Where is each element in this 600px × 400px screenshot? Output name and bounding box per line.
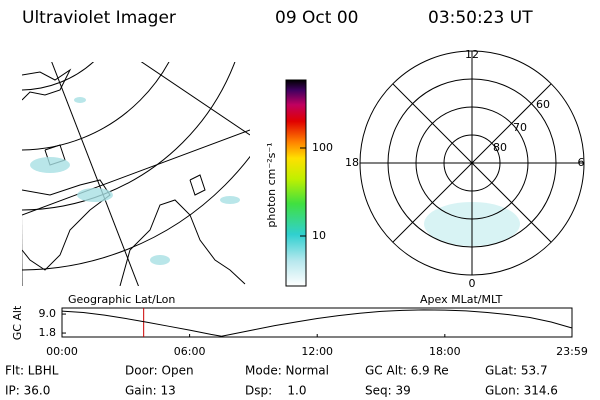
mlat-label: 80 — [493, 141, 507, 154]
x-tick-label: 23:59 — [556, 345, 588, 358]
info: GLon: 314.6 — [485, 384, 558, 398]
mlt-label: 6 — [578, 156, 585, 169]
info: Dsp: 1.0 — [245, 384, 307, 398]
info: GC Alt: 6.9 Re — [365, 364, 449, 378]
info: IP: 36.0 — [5, 384, 50, 398]
x-tick-label: 18:00 — [429, 345, 461, 358]
info: Gain: 13 — [125, 384, 176, 398]
x-tick-label: 00:00 — [46, 345, 78, 358]
polar-plot — [359, 50, 585, 276]
y-tick-label: 9.0 — [39, 307, 57, 320]
colorbar-tick-label: 100 — [312, 141, 333, 154]
info: Mode: Normal — [245, 364, 329, 378]
info: GLat: 53.7 — [485, 364, 548, 378]
plot-frame — [61, 307, 573, 338]
altitude-chart: Geographic Lat/Lon Apex MLat/MLT GC Alt 9.0… — [11, 293, 588, 358]
altitude-line — [61, 309, 573, 337]
info: Flt: LBHL — [5, 364, 59, 378]
colorbar — [285, 79, 307, 287]
x-tick-label: 12:00 — [301, 345, 333, 358]
y-label: GC Alt — [11, 305, 24, 340]
map — [22, 62, 250, 286]
info: Door: Open — [125, 364, 194, 378]
panel-title: Geographic Lat/Lon — [68, 293, 175, 306]
x-tick-label: 06:00 — [174, 345, 206, 358]
colorbar-label: photon cm⁻²s⁻¹ — [265, 142, 278, 227]
colorbar-tick-label: 10 — [312, 229, 326, 242]
date: 09 Oct 00 — [275, 8, 358, 28]
mlt-label: 0 — [469, 277, 476, 290]
mlat-label: 60 — [536, 98, 550, 111]
mlt-label: 12 — [465, 48, 479, 61]
mlat-label: 70 — [513, 121, 527, 134]
panel-title: Apex MLat/MLT — [420, 293, 503, 306]
mlt-label: 18 — [345, 156, 359, 169]
y-tick-label: 1.8 — [39, 326, 57, 339]
title: Ultraviolet Imager — [22, 8, 176, 28]
info: Seq: 39 — [365, 384, 411, 398]
time: 03:50:23 UT — [428, 8, 533, 28]
